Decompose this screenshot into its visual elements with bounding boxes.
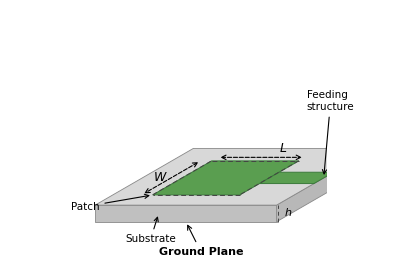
Text: Feeding
structure: Feeding structure bbox=[306, 90, 354, 174]
Text: W: W bbox=[154, 171, 166, 184]
Text: L: L bbox=[279, 142, 286, 155]
Text: Ground Plane: Ground Plane bbox=[158, 225, 243, 257]
Polygon shape bbox=[276, 148, 374, 222]
Polygon shape bbox=[95, 205, 276, 222]
Text: Patch: Patch bbox=[71, 194, 148, 212]
Text: Substrate: Substrate bbox=[125, 217, 176, 244]
Polygon shape bbox=[259, 172, 333, 183]
Text: h: h bbox=[284, 208, 291, 219]
Polygon shape bbox=[95, 148, 374, 205]
Polygon shape bbox=[152, 161, 298, 195]
